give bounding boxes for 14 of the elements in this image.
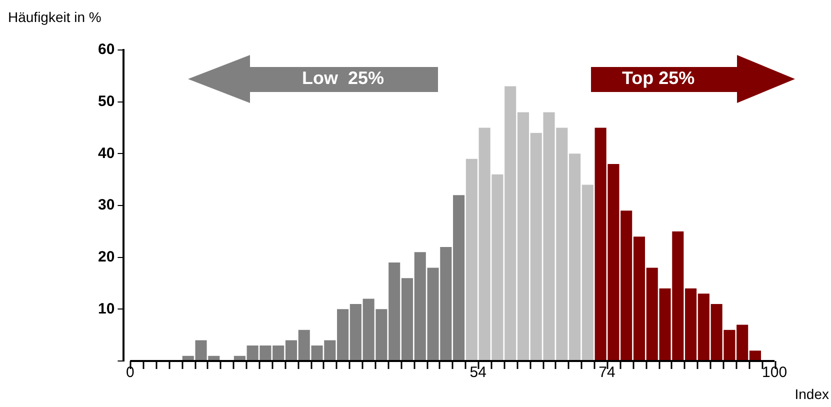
y-tick-label: 40 [98,144,115,162]
x-tick-label: 54 [470,364,486,382]
annotation: Top 25% [622,68,695,89]
y-tick-label: 50 [98,92,115,110]
y-tick-label: 10 [98,300,115,318]
y-tick-label: 60 [98,41,115,58]
annotation: Low 25% [302,68,384,89]
x-axis-title: Index [794,386,829,402]
y-axis-title: Häufigkeit in % [8,8,102,25]
x-tick-label: 0 [126,364,134,382]
y-tick-label: 20 [98,248,115,266]
y-tick-label: 30 [98,196,115,214]
x-tick-label: 74 [598,364,616,382]
x-tick-label: 100 [762,364,788,382]
